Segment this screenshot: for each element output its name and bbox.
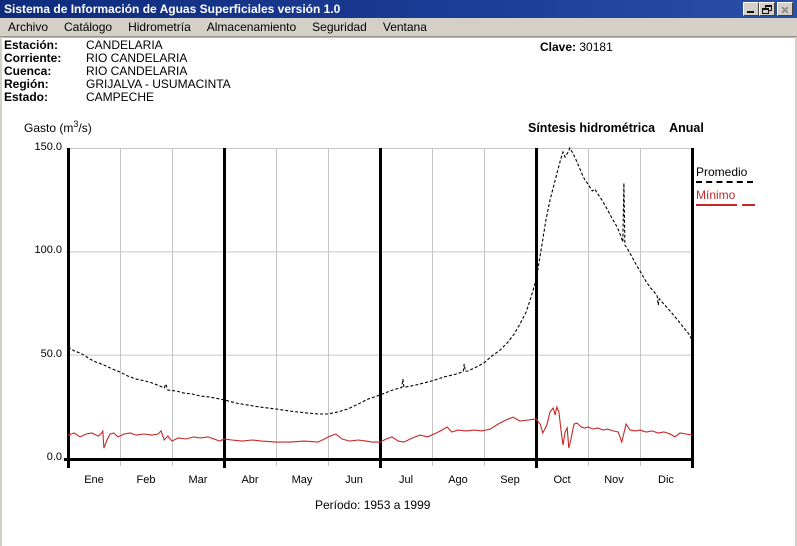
menu-item-seguridad[interactable]: Seguridad [312,20,367,34]
field-value: CANDELARIA [86,38,163,52]
field-value: CAMPECHE [86,90,155,104]
station-row-estacion: Estación: CANDELARIA [4,39,231,52]
legend-promedio-label: Promedio [696,165,748,179]
station-info: Estación: CANDELARIA Corriente: RIO CAND… [4,39,231,104]
minimo-solid-line-swatch [696,204,755,206]
x-month-label: Feb [136,474,156,486]
x-month-label: Jun [345,474,363,486]
menu-item-hidrometria[interactable]: Hidrometría [128,20,191,34]
station-row-cuenca: Cuenca: RIO CANDELARIA [4,65,231,78]
field-label: Cuenca: [4,64,52,78]
client-area [2,37,795,546]
y-tick-label: 100.0 [34,244,62,257]
restore-button[interactable] [759,2,775,16]
field-label: Región: [4,77,49,91]
station-row-corriente: Corriente: RIO CANDELARIA [4,52,231,65]
chart-legend: Promedio Mínimo [696,165,755,211]
menu-item-ventana[interactable]: Ventana [382,20,427,34]
x-month-label: Dic [658,474,674,486]
chart-mode-label: Anual [669,121,704,135]
window-title: Sistema de Información de Aguas Superfic… [4,2,341,16]
title-bar: Sistema de Información de Aguas Superfic… [0,0,797,18]
field-label: Corriente: [4,51,62,65]
field-value: GRIJALVA - USUMACINTA [86,77,231,91]
minimize-button[interactable] [743,2,759,16]
menu-item-archivo[interactable]: Archivo [8,20,49,34]
close-button[interactable] [777,2,793,16]
period-caption: Período: 1953 a 1999 [315,498,431,512]
menu-bar: Archivo Catálogo Hidrometría Almacenamie… [0,18,797,37]
x-month-label: Oct [553,474,571,486]
x-month-label: May [291,474,313,486]
field-label: Estación: [4,38,59,52]
field-label: Estado: [4,90,49,104]
x-month-label: Mar [188,474,208,486]
y-axis-title: Gasto (m3/s) [24,119,92,135]
station-row-estado: Estado: CAMPECHE [4,91,231,104]
minimize-icon [744,3,758,15]
legend-entry-minimo: Mínimo [696,188,755,206]
close-icon [778,3,792,15]
x-month-label: Ene [84,474,104,486]
field-value: RIO CANDELARIA [86,64,188,78]
legend-entry-promedio: Promedio [696,165,755,183]
x-month-label: Ago [448,474,468,486]
legend-minimo-label: Mínimo [696,188,736,202]
clave-value: 30181 [579,40,613,54]
chart-title-text: Síntesis hidrométrica [528,121,656,135]
chart-title: Síntesis hidrométrica Anual [528,121,704,135]
x-month-label: Nov [604,474,624,486]
y-tick-label: 0.0 [46,451,62,463]
x-month-label: Jul [398,474,414,486]
y-tick-label: 150.0 [34,141,62,153]
x-month-label: Abr [241,474,259,486]
field-value: RIO CANDELARIA [86,51,188,65]
menu-item-almacenamiento[interactable]: Almacenamiento [206,20,297,34]
clave-field: Clave: 30181 [540,40,613,54]
y-tick-label: 50.0 [40,347,62,360]
station-row-region: Región: GRIJALVA - USUMACINTA [4,78,231,91]
restore-icon [760,3,774,15]
menu-item-catalogo[interactable]: Catálogo [64,20,113,34]
promedio-dashed-line-swatch [696,181,753,183]
clave-label: Clave: [540,40,577,54]
x-month-label: Sep [500,474,520,486]
